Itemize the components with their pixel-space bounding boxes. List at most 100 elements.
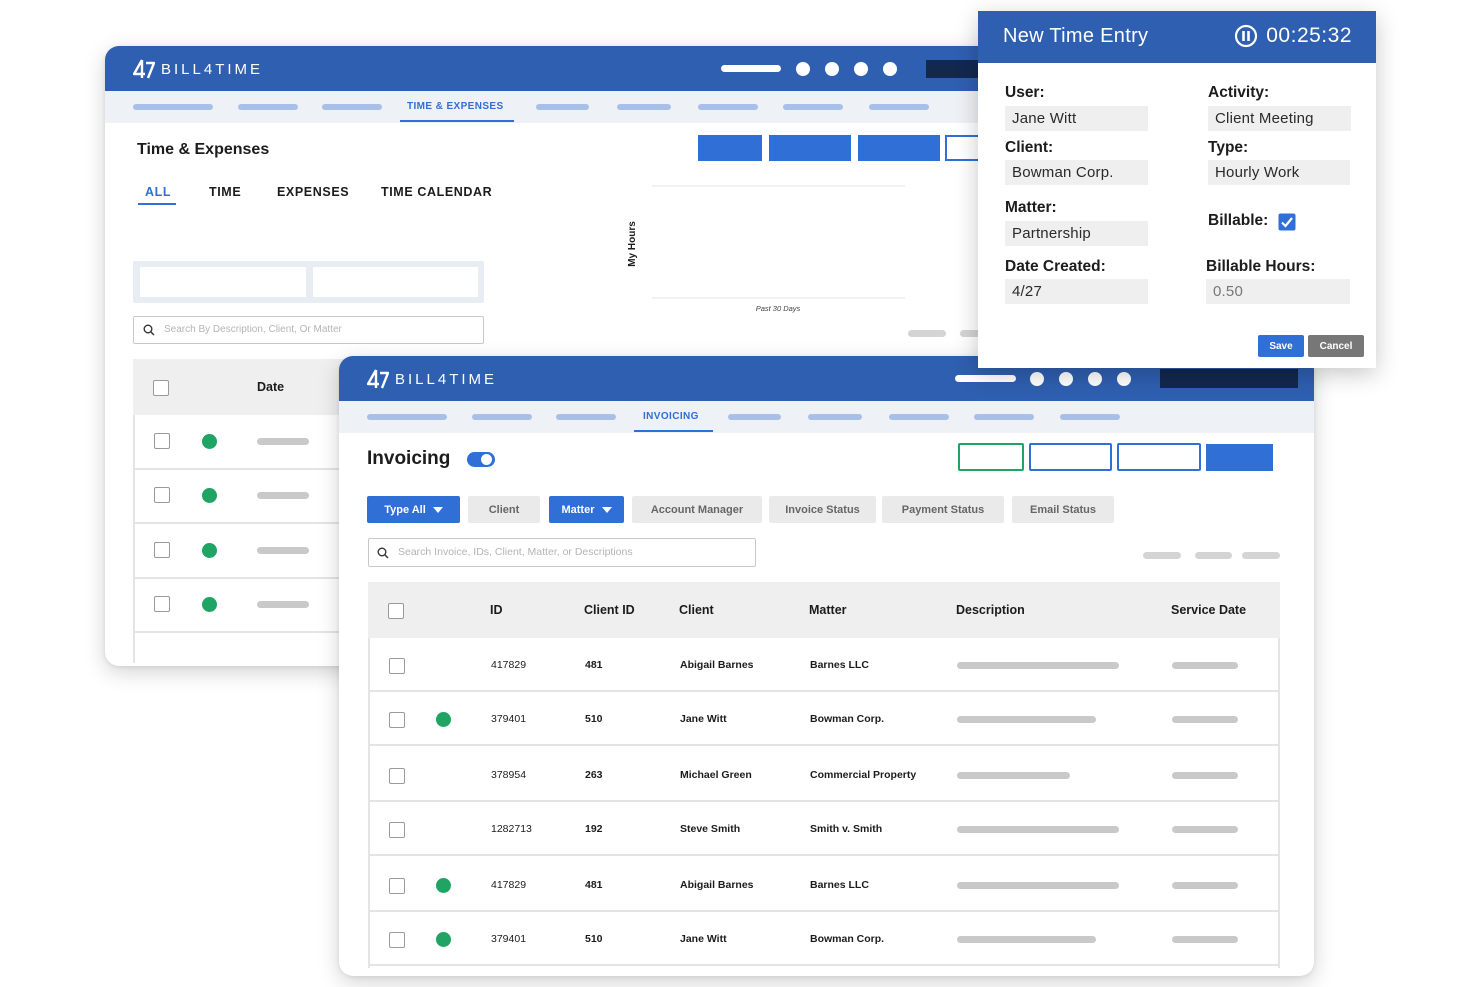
nav-item[interactable] xyxy=(889,414,949,420)
cell-client[interactable]: Jane Witt xyxy=(680,933,727,945)
pagination-placeholder[interactable] xyxy=(1242,552,1280,559)
row-checkbox[interactable] xyxy=(389,658,405,674)
nav-item[interactable] xyxy=(367,414,447,420)
cell-client[interactable]: Michael Green xyxy=(680,769,752,781)
table-row[interactable]: 1282713 192 Steve Smith Smith v. Smith xyxy=(370,802,1278,856)
nav-item[interactable] xyxy=(869,104,929,110)
tab-time[interactable]: TIME xyxy=(209,185,242,199)
save-button[interactable]: Save xyxy=(1258,335,1304,357)
nav-item[interactable] xyxy=(322,104,382,110)
filter-invoice-status[interactable]: Invoice Status xyxy=(769,496,876,523)
nav-item[interactable] xyxy=(728,414,781,420)
table-row[interactable]: 378954 263 Michael Green Commercial Propert… xyxy=(370,748,1278,802)
nav-item[interactable] xyxy=(556,414,616,420)
action-button-outline[interactable] xyxy=(1117,443,1201,471)
select-all-checkbox[interactable] xyxy=(153,380,169,396)
header-dot[interactable] xyxy=(825,62,839,76)
nav-item[interactable] xyxy=(617,104,671,110)
nav-item[interactable] xyxy=(133,104,213,110)
date-created-field[interactable]: 4/27 xyxy=(1005,279,1148,304)
action-button-primary[interactable] xyxy=(1206,444,1273,471)
client-field[interactable]: Bowman Corp. xyxy=(1005,160,1148,185)
cell-client[interactable]: Abigail Barnes xyxy=(680,879,754,891)
pagination-placeholder[interactable] xyxy=(1195,552,1232,559)
cancel-button[interactable]: Cancel xyxy=(1308,335,1364,357)
row-checkbox[interactable] xyxy=(389,712,405,728)
chart-filter-button[interactable] xyxy=(858,135,940,161)
row-checkbox[interactable] xyxy=(389,768,405,784)
header-account-box[interactable] xyxy=(1160,369,1298,388)
header-dot[interactable] xyxy=(883,62,897,76)
tab-time-calendar[interactable]: TIME CALENDAR xyxy=(381,185,493,199)
date-to-field[interactable] xyxy=(313,267,478,297)
nav-item[interactable] xyxy=(698,104,758,110)
row-checkbox[interactable] xyxy=(154,433,170,449)
user-field[interactable]: Jane Witt xyxy=(1005,106,1148,131)
header-dot[interactable] xyxy=(796,62,810,76)
column-header-id[interactable]: ID xyxy=(490,603,503,617)
type-field[interactable]: Hourly Work xyxy=(1208,160,1350,185)
header-dot[interactable] xyxy=(1117,372,1131,386)
cell-client[interactable]: Abigail Barnes xyxy=(680,659,754,671)
chart-filter-button[interactable] xyxy=(769,135,851,161)
invoice-search-input[interactable]: Search Invoice, IDs, Client, Matter, or … xyxy=(368,538,756,567)
table-row[interactable]: 417829 481 Abigail Barnes Barnes LLC xyxy=(370,858,1278,912)
cell-matter[interactable]: Barnes LLC xyxy=(810,659,869,671)
pagination-placeholder[interactable] xyxy=(908,330,946,337)
cell-matter[interactable]: Smith v. Smith xyxy=(810,823,883,835)
column-header-description[interactable]: Description xyxy=(956,603,1025,617)
nav-item[interactable] xyxy=(974,414,1034,420)
pagination-placeholder[interactable] xyxy=(960,330,990,337)
date-from-field[interactable] xyxy=(140,267,306,297)
column-header-client-id[interactable]: Client ID xyxy=(584,603,635,617)
nav-item[interactable] xyxy=(783,104,843,110)
header-dot[interactable] xyxy=(854,62,868,76)
filter-client[interactable]: Client xyxy=(468,496,540,523)
billable-hours-field[interactable]: 0.50 xyxy=(1206,279,1350,304)
row-checkbox[interactable] xyxy=(154,487,170,503)
cell-client[interactable]: Steve Smith xyxy=(680,823,741,835)
action-button-outline[interactable] xyxy=(1029,443,1112,471)
header-dot[interactable] xyxy=(1030,372,1044,386)
cell-client[interactable]: Jane Witt xyxy=(680,713,727,725)
row-checkbox[interactable] xyxy=(389,932,405,948)
filter-payment-status[interactable]: Payment Status xyxy=(882,496,1004,523)
nav-item-invoicing[interactable]: INVOICING xyxy=(643,411,699,422)
filter-matter[interactable]: Matter xyxy=(549,496,624,523)
column-header-service-date[interactable]: Service Date xyxy=(1171,603,1247,617)
filter-account-manager[interactable]: Account Manager xyxy=(632,496,762,523)
nav-item[interactable] xyxy=(238,104,298,110)
column-header-matter[interactable]: Matter xyxy=(809,603,847,617)
nav-item[interactable] xyxy=(472,414,532,420)
nav-item[interactable] xyxy=(1060,414,1120,420)
matter-field[interactable]: Partnership xyxy=(1005,221,1148,246)
pause-icon[interactable] xyxy=(1234,24,1258,48)
column-header-client[interactable]: Client xyxy=(679,603,714,617)
row-checkbox[interactable] xyxy=(154,596,170,612)
table-row[interactable]: 417829 481 Abigail Barnes Barnes LLC xyxy=(370,638,1278,692)
filter-type-all[interactable]: Type All xyxy=(367,496,460,523)
activity-field[interactable]: Client Meeting xyxy=(1208,106,1351,131)
table-row[interactable]: 379401 510 Jane Witt Bowman Corp. xyxy=(370,692,1278,746)
nav-item[interactable] xyxy=(808,414,862,420)
search-input[interactable]: Search By Description, Client, Or Matter xyxy=(133,316,484,344)
invoicing-toggle[interactable] xyxy=(467,452,495,467)
cell-matter[interactable]: Bowman Corp. xyxy=(810,933,885,945)
cell-matter[interactable]: Bowman Corp. xyxy=(810,713,885,725)
billable-checkbox[interactable] xyxy=(1278,213,1296,231)
nav-item-time-expenses[interactable]: TIME & EXPENSES xyxy=(407,101,504,112)
row-checkbox[interactable] xyxy=(154,542,170,558)
pagination-placeholder[interactable] xyxy=(1143,552,1181,559)
header-dot[interactable] xyxy=(1059,372,1073,386)
table-row[interactable]: 379401 510 Jane Witt Bowman Corp. xyxy=(370,912,1278,966)
cell-matter[interactable]: Barnes LLC xyxy=(810,879,869,891)
filter-email-status[interactable]: Email Status xyxy=(1012,496,1114,523)
row-checkbox[interactable] xyxy=(389,878,405,894)
cell-matter[interactable]: Commercial Property xyxy=(810,769,917,781)
tab-all[interactable]: ALL xyxy=(145,185,172,199)
select-all-checkbox[interactable] xyxy=(388,603,404,619)
header-dot[interactable] xyxy=(1088,372,1102,386)
action-button-outline-green[interactable] xyxy=(958,443,1024,471)
chart-filter-button[interactable] xyxy=(698,135,762,161)
tab-expenses[interactable]: EXPENSES xyxy=(277,185,350,199)
